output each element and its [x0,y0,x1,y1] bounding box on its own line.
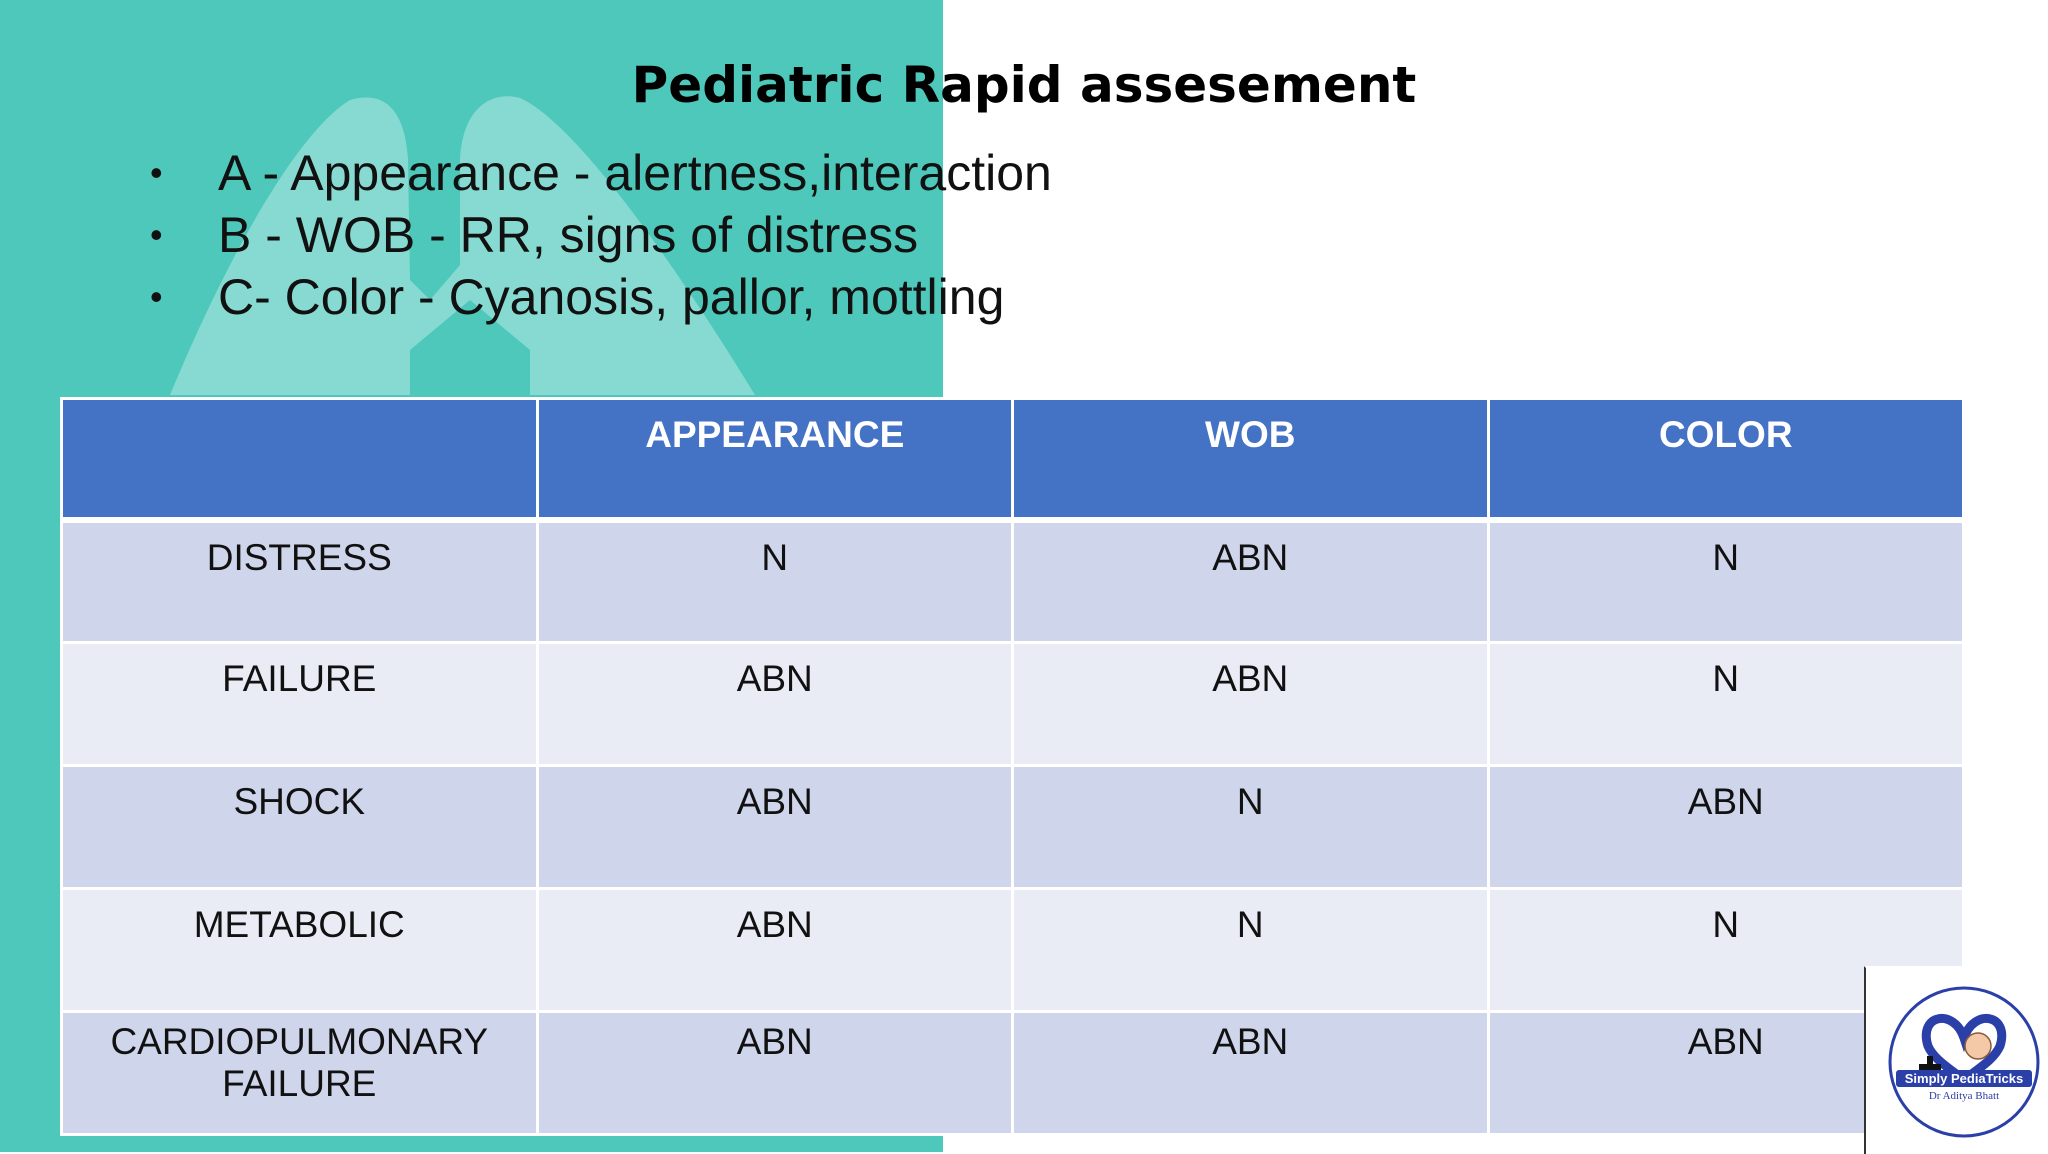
row-label-cell: CARDIOPULMONARY FAILURE [60,1010,539,1136]
table-row: DISTRESS N ABN N [60,518,1965,644]
table-cell: ABN [1011,641,1490,767]
bullet-dot-icon: • [150,152,163,193]
table-cell: N [1486,518,1965,644]
table-row: METABOLIC ABN N N [60,887,1965,1013]
table-row: SHOCK ABN N ABN [60,764,1965,890]
table-cell: ABN [535,887,1014,1013]
bullet-item: • A - Appearance - alertness,interaction [150,142,1052,204]
table-row: FAILURE ABN ABN N [60,641,1965,767]
logo-brand-text: Simply PediaTricks [1905,1071,2024,1086]
header-cell-appearance: APPEARANCE [535,397,1014,523]
bullet-list: • A - Appearance - alertness,interaction … [150,142,1052,328]
table-row: CARDIOPULMONARY FAILURE ABN ABN ABN [60,1010,1965,1136]
bullet-text: B - WOB - RR, signs of distress [218,207,919,263]
bullet-item: • C- Color - Cyanosis, pallor, mottling [150,266,1052,328]
row-label-cell: METABOLIC [60,887,539,1013]
bullet-text: A - Appearance - alertness,interaction [218,145,1052,201]
row-label-cell: SHOCK [60,764,539,890]
slide-title: Pediatric Rapid assesement [631,56,1417,114]
bullet-text: C- Color - Cyanosis, pallor, mottling [218,269,1005,325]
bullet-item: • B - WOB - RR, signs of distress [150,204,1052,266]
table-cell: N [1011,887,1490,1013]
assessment-table: APPEARANCE WOB COLOR DISTRESS N ABN N FA… [60,397,1965,1136]
table-cell: ABN [1011,518,1490,644]
table-cell: ABN [1011,1010,1490,1136]
row-label-cell: DISTRESS [60,518,539,644]
table-cell: ABN [535,641,1014,767]
house-watermark-icon [170,96,755,395]
brand-logo: Simply PediaTricks Dr Aditya Bhatt [1864,966,2048,1154]
table-cell: N [1486,641,1965,767]
bullet-dot-icon: • [150,214,163,255]
table-cell: ABN [1486,764,1965,890]
logo-badge-icon: Simply PediaTricks Dr Aditya Bhatt [1888,986,2040,1138]
table-header-row: APPEARANCE WOB COLOR [60,397,1965,523]
logo-author-text: Dr Aditya Bhatt [1929,1090,1999,1102]
table-cell: ABN [535,1010,1014,1136]
bullet-dot-icon: • [150,276,163,317]
table-cell: N [1011,764,1490,890]
table-cell: N [535,518,1014,644]
header-cell-wob: WOB [1011,397,1490,523]
row-label-cell: FAILURE [60,641,539,767]
header-cell-color: COLOR [1486,397,1965,523]
table-cell: ABN [535,764,1014,890]
header-cell-empty [60,397,539,523]
